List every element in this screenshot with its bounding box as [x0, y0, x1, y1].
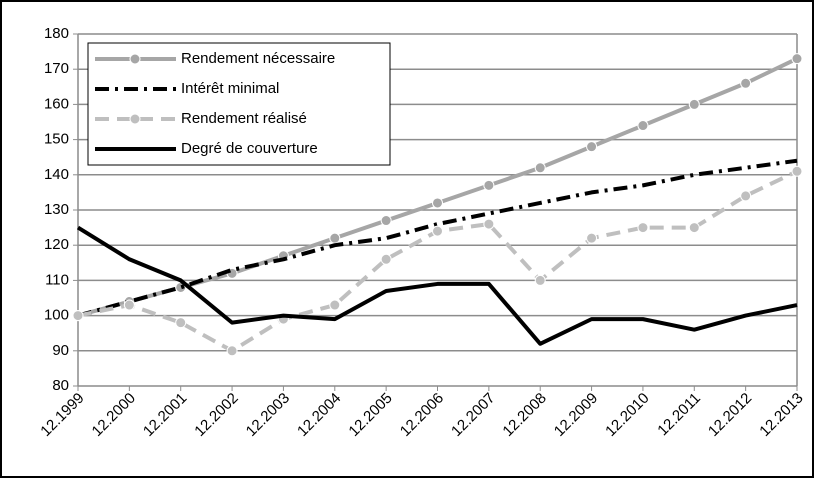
y-tick-label: 80	[52, 377, 69, 394]
legend-label: Degré de couverture	[181, 140, 318, 157]
series-marker	[226, 345, 238, 357]
y-tick-label: 110	[45, 271, 69, 288]
y-tick-label: 170	[44, 60, 69, 77]
series-marker	[688, 98, 700, 110]
series-marker	[175, 317, 187, 329]
y-tick-label: 90	[52, 342, 69, 359]
series-marker	[586, 232, 598, 244]
series-marker	[534, 274, 546, 286]
y-tick-label: 100	[44, 307, 69, 324]
series-marker	[432, 225, 443, 237]
series-marker	[72, 310, 84, 322]
y-tick-label: 130	[44, 201, 69, 218]
legend-label: Rendement nécessaire	[181, 50, 335, 67]
series-marker	[534, 162, 546, 174]
series-marker	[329, 232, 341, 244]
series-marker	[586, 141, 598, 153]
series-marker	[740, 77, 752, 89]
y-tick-label: 150	[44, 131, 69, 148]
series-marker	[637, 222, 649, 234]
y-tick-label: 140	[44, 166, 69, 183]
series-marker	[483, 179, 495, 191]
y-tick-label: 180	[44, 25, 69, 42]
series-marker	[123, 299, 135, 311]
y-tick-label: 160	[44, 95, 69, 112]
series-line	[76, 225, 798, 346]
legend-label: Intérêt minimal	[181, 80, 279, 97]
series-marker	[483, 218, 495, 230]
series-marker	[688, 222, 700, 234]
series-line	[77, 158, 798, 318]
legend-label: Rendement réalisé	[181, 110, 307, 127]
series-marker	[791, 165, 803, 177]
series-marker	[380, 253, 392, 265]
series-marker	[637, 120, 649, 132]
legend-marker	[129, 53, 141, 65]
series-marker	[380, 215, 392, 227]
legend-marker	[129, 113, 141, 125]
y-tick-label: 120	[44, 236, 69, 253]
series-marker	[329, 299, 341, 311]
series-marker	[791, 53, 803, 65]
series-marker	[432, 197, 443, 209]
series-marker	[740, 190, 752, 202]
